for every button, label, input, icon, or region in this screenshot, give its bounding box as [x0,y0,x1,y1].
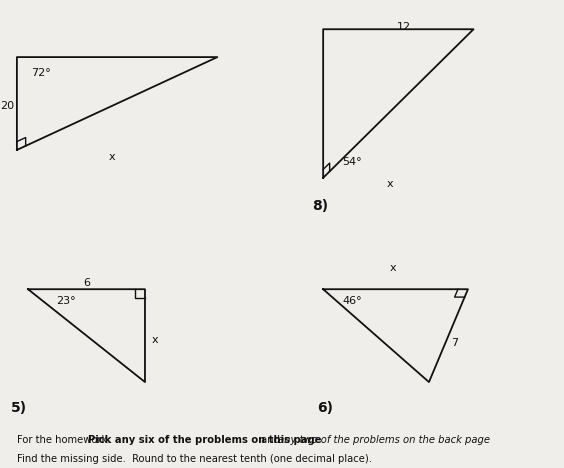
Text: and: and [258,435,283,446]
Text: Find the missing side.  Round to the nearest tenth (one decimal place).: Find the missing side. Round to the near… [17,454,372,464]
Text: 72°: 72° [31,68,51,78]
Text: 54°: 54° [343,157,362,167]
Text: 6): 6) [318,401,333,415]
Text: x: x [152,335,158,345]
Text: x: x [387,179,393,190]
Text: x: x [390,263,396,273]
Text: x: x [108,152,115,161]
Text: Pick any six of the problems on this page: Pick any six of the problems on this pag… [88,435,321,446]
Text: 23°: 23° [56,296,76,306]
Text: For the homework:: For the homework: [17,435,117,446]
Text: 8): 8) [312,199,328,212]
Text: 20: 20 [0,101,14,111]
Text: 46°: 46° [343,296,362,306]
Text: 12: 12 [397,22,411,32]
Text: any two of the problems on the back page: any two of the problems on the back page [277,435,490,446]
Text: 7: 7 [451,337,459,348]
Text: 6: 6 [83,278,90,288]
Text: 5): 5) [11,401,28,415]
